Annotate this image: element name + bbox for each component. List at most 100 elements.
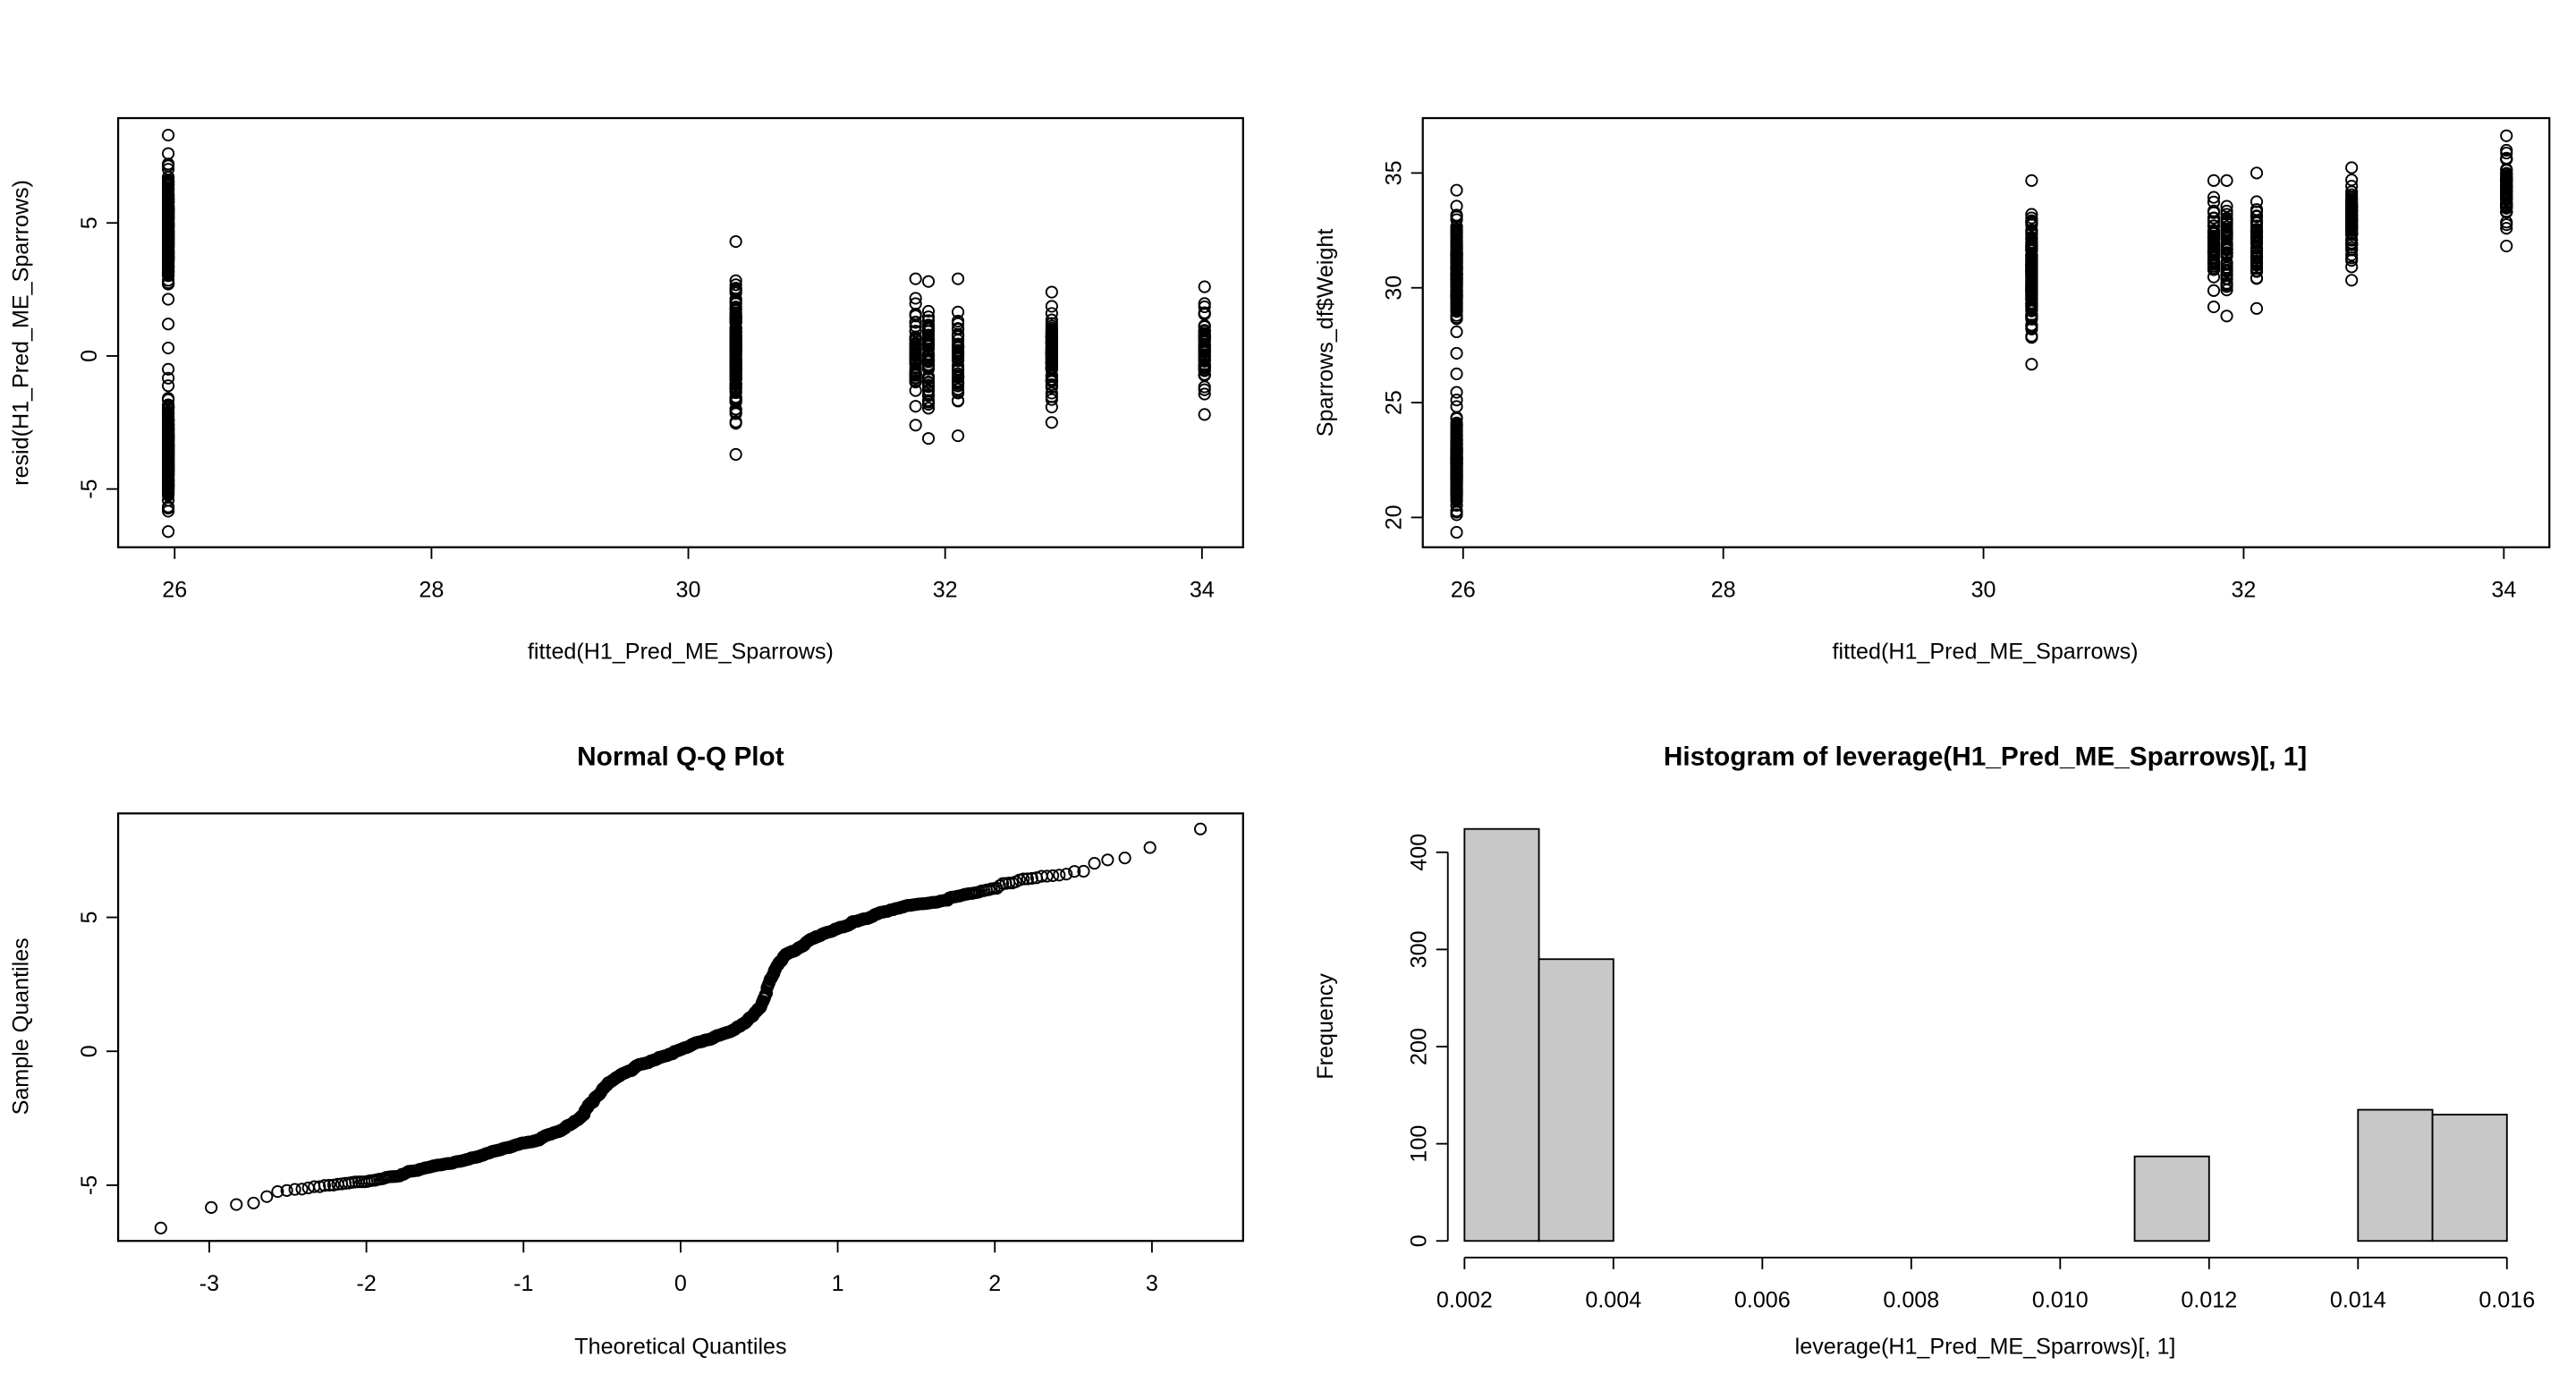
- data-point: [2025, 240, 2038, 253]
- qq-point: [247, 1196, 260, 1209]
- data-point: [1450, 526, 1463, 539]
- data-point: [1450, 386, 1463, 399]
- data-point: [951, 346, 965, 360]
- data-point: [921, 310, 936, 324]
- x-tick-label: 3: [1146, 1271, 1158, 1296]
- data-point: [921, 376, 936, 389]
- data-point: [2220, 208, 2233, 221]
- data-point: [2250, 301, 2264, 315]
- data-point: [2500, 199, 2513, 212]
- data-point: [1045, 374, 1058, 387]
- data-point: [951, 272, 965, 285]
- data-point: [162, 473, 175, 488]
- y-tick-label: 25: [1382, 390, 1407, 415]
- data-point: [162, 464, 175, 478]
- data-point: [951, 341, 965, 354]
- data-point: [2025, 211, 2038, 225]
- qq-point: [154, 1221, 167, 1234]
- data-point: [1045, 360, 1058, 374]
- data-point: [909, 384, 922, 397]
- data-point: [162, 277, 175, 291]
- qq-point: [1118, 852, 1131, 865]
- qq-point: [295, 1183, 309, 1196]
- qq-point: [1194, 822, 1208, 835]
- data-point: [1450, 275, 1463, 288]
- data-point: [2220, 220, 2233, 233]
- data-point: [729, 234, 742, 249]
- data-point: [1450, 418, 1463, 431]
- data-point: [2025, 174, 2038, 187]
- data-point: [2025, 232, 2038, 245]
- data-point: [2250, 225, 2264, 239]
- y-tick-label: 35: [1382, 160, 1407, 185]
- data-point: [1045, 352, 1058, 366]
- data-point: [729, 341, 742, 354]
- data-point: [162, 484, 175, 497]
- y-tick-label: 300: [1407, 930, 1432, 968]
- qq-point: [1040, 869, 1054, 883]
- x-tick-label: 0.002: [1436, 1288, 1493, 1313]
- data-point: [2025, 265, 2038, 279]
- data-point: [2500, 239, 2513, 253]
- y-tick-label: 100: [1407, 1125, 1432, 1163]
- x-tick-label: 0.014: [2330, 1288, 2386, 1313]
- qq-point: [260, 1190, 274, 1203]
- data-point: [1045, 393, 1058, 406]
- data-point: [729, 326, 742, 339]
- data-point: [1450, 234, 1463, 249]
- qq-point: [313, 1180, 326, 1193]
- data-point: [2025, 258, 2038, 271]
- data-point: [2220, 230, 2233, 243]
- data-point: [162, 249, 175, 263]
- x-tick-label: -2: [356, 1271, 376, 1296]
- x-tick-label: 26: [1451, 578, 1476, 603]
- data-point: [909, 342, 922, 355]
- residuals-vs-fitted-panel: fitted(H1_Pred_ME_Sparrows) resid(H1_Pre…: [9, 116, 1244, 664]
- data-point: [1198, 324, 1211, 337]
- y-axis-title: Sample Quantiles: [9, 937, 34, 1115]
- x-tick-label: 0.004: [1585, 1288, 1641, 1313]
- data-point: [921, 432, 936, 445]
- data-point: [1450, 269, 1463, 283]
- x-tick-label: 0.010: [2032, 1288, 2089, 1313]
- y-axis-title: resid(H1_Pred_ME_Sparrows): [9, 180, 34, 486]
- histogram-bar: [2133, 1155, 2210, 1243]
- data-point: [162, 293, 175, 306]
- data-point: [921, 379, 936, 393]
- data-point: [2345, 260, 2359, 274]
- x-tick-label: 0.016: [2479, 1288, 2535, 1313]
- qq-point: [1101, 853, 1114, 867]
- data-point: [162, 362, 175, 376]
- data-point: [2025, 273, 2038, 286]
- data-point: [1045, 400, 1058, 414]
- data-point: [2500, 129, 2513, 142]
- data-point: [2025, 215, 2038, 228]
- x-tick-label: 0.012: [2181, 1288, 2237, 1313]
- data-point: [921, 319, 936, 334]
- normal-qq-panel: Normal Q-Q Plot Theoretical Quantiles Sa…: [9, 742, 1244, 1360]
- data-point: [162, 341, 175, 355]
- data-point: [2220, 277, 2233, 291]
- data-point: [1450, 325, 1463, 339]
- x-tick-label: 2: [988, 1271, 1001, 1296]
- y-tick-label: 0: [77, 350, 102, 362]
- data-point: [909, 316, 922, 329]
- data-point: [1045, 285, 1058, 299]
- data-point: [2345, 199, 2359, 212]
- data-point: [162, 478, 175, 491]
- data-point: [2025, 244, 2038, 258]
- qq-point: [280, 1183, 293, 1197]
- data-point: [951, 429, 965, 443]
- data-point: [951, 386, 965, 399]
- data-point: [162, 445, 175, 460]
- data-point: [2345, 241, 2359, 254]
- data-point: [921, 333, 936, 346]
- data-point: [1198, 368, 1211, 381]
- data-point: [2220, 199, 2233, 213]
- qq-point: [1060, 868, 1073, 881]
- x-axis-title: fitted(H1_Pred_ME_Sparrows): [1833, 639, 2139, 664]
- data-point: [2025, 358, 2038, 371]
- data-point: [2025, 286, 2038, 300]
- data-point: [1045, 369, 1058, 383]
- data-point: [2250, 235, 2264, 249]
